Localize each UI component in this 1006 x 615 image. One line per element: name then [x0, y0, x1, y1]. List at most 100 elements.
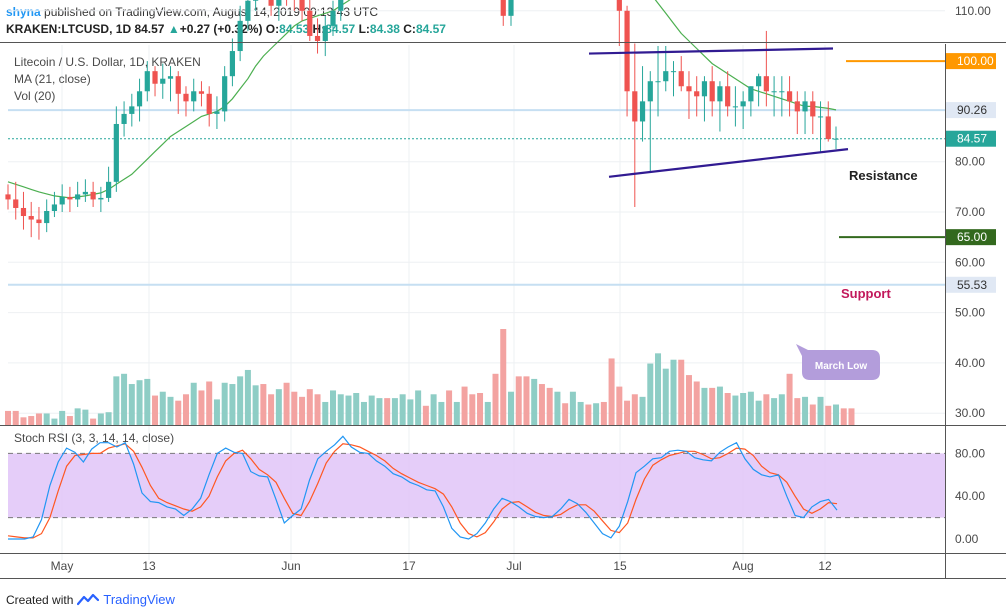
tradingview-brand[interactable]: TradingView	[103, 592, 175, 607]
volume-bar	[747, 391, 754, 425]
candle-body	[717, 86, 723, 102]
volume-bar	[523, 376, 530, 425]
volume-bar	[43, 413, 50, 425]
volume-bar	[97, 413, 104, 425]
volume-bar	[28, 416, 35, 425]
annotations[interactable]: Resistance Support March Low	[796, 168, 918, 380]
y-tick-label: 60.00	[955, 255, 985, 269]
candle-body	[299, 0, 305, 11]
volume-bar	[461, 386, 468, 425]
volume-bar	[182, 394, 189, 425]
candle-body	[810, 101, 816, 117]
candle-body	[229, 51, 236, 77]
volume-bar	[407, 399, 414, 425]
candle-body	[725, 86, 731, 107]
price-label-text: 65.00	[957, 230, 987, 244]
volume-bar	[391, 398, 398, 425]
volume-bar	[732, 395, 739, 425]
volume-bar	[252, 385, 259, 425]
volume-bar	[113, 376, 120, 425]
candle-body	[198, 91, 205, 94]
volume-bar	[322, 401, 329, 425]
created-with-text: Created with	[6, 592, 74, 607]
y-tick-label: 110.00	[955, 4, 991, 18]
volume-bar	[244, 369, 251, 425]
axes: 140.00130.00120.00110.0080.0070.0060.005…	[0, 4, 1006, 579]
change-up-icon: ▲	[167, 22, 180, 36]
candle-body	[276, 0, 282, 6]
volume-bar	[221, 382, 228, 425]
volume-bar	[616, 386, 623, 425]
volume-bar	[175, 400, 182, 425]
y-tick-label: 30.00	[955, 406, 985, 420]
candle-body	[500, 0, 506, 16]
y-tick-label: 80.00	[955, 155, 985, 169]
candle-body	[75, 194, 81, 200]
candle-body	[756, 76, 762, 87]
march-low-label: March Low	[815, 361, 867, 372]
candle-body	[740, 101, 746, 107]
candle-body	[701, 81, 708, 97]
price-label-box	[946, 102, 996, 119]
x-tick-label: May	[51, 559, 74, 573]
volume-bar	[639, 396, 646, 425]
stoch-tick-label: 40.00	[955, 489, 985, 503]
volume-bar	[794, 398, 801, 425]
volume-bar	[90, 418, 97, 425]
candle-body	[67, 196, 73, 200]
y-tick-label: 70.00	[955, 205, 985, 219]
volume-bar	[848, 408, 855, 425]
price-label-box	[946, 229, 996, 246]
stoch-k-line	[8, 435, 838, 540]
candle-body	[183, 93, 189, 102]
low-value: 84.38	[369, 22, 400, 36]
candle-body	[786, 91, 793, 102]
ma-legend: MA (21, close)	[14, 72, 91, 86]
volume-bar	[105, 412, 112, 425]
volume-bar	[415, 390, 422, 425]
candle-body	[105, 181, 112, 198]
candle-body	[206, 93, 212, 114]
volume-bar	[724, 393, 731, 425]
candle-body	[817, 116, 824, 118]
volume-bar	[360, 401, 367, 425]
candlesticks[interactable]	[5, 0, 839, 240]
volume-bar	[755, 400, 762, 425]
volume-bar	[585, 404, 592, 425]
volume-bar	[569, 391, 576, 425]
volume-bar	[422, 405, 429, 425]
stoch-rsi-pane[interactable]	[7, 435, 945, 540]
volume-bar	[531, 378, 538, 425]
stoch-band	[8, 453, 945, 518]
x-tick-label: Jun	[281, 559, 300, 573]
volume-bar	[763, 394, 770, 425]
volume-bar	[802, 396, 809, 425]
volume-bar	[709, 387, 716, 425]
open-label: O:	[265, 22, 280, 36]
volume-legend: Vol (20)	[14, 89, 56, 103]
trend-lines[interactable]	[588, 47, 849, 178]
candle-body	[253, 0, 259, 1]
volume-bar	[121, 373, 128, 425]
upper-trend-line	[588, 47, 834, 55]
price-label-box	[946, 276, 996, 293]
candle-body	[678, 71, 684, 87]
volume-bar	[554, 391, 561, 425]
candle-body	[20, 207, 27, 217]
author-name[interactable]: shyna	[6, 5, 41, 19]
volume-bar	[833, 404, 839, 425]
volume-bar	[701, 387, 708, 425]
candle-body	[748, 86, 754, 102]
volume-bar	[469, 394, 476, 425]
volume-bar	[678, 359, 685, 425]
volume-bar	[376, 398, 383, 425]
candle-body	[616, 0, 622, 11]
candle-body	[694, 91, 700, 97]
volume-bar	[453, 401, 460, 425]
candle-body	[28, 216, 34, 220]
price-label-box	[946, 53, 996, 70]
volume-bar	[337, 394, 344, 425]
candle-body	[686, 86, 692, 92]
volume-bar	[59, 410, 66, 425]
